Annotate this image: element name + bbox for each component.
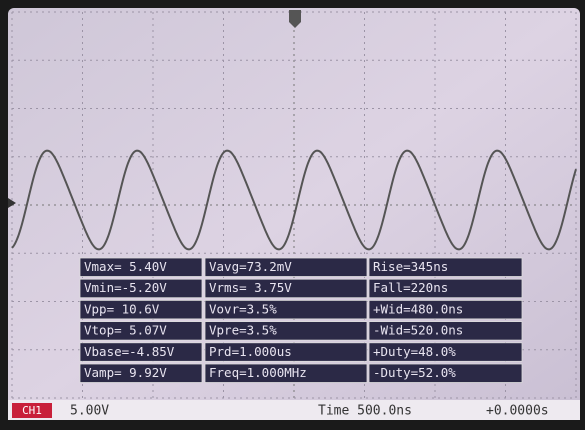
measurement-value: Freq=1.000MHz [209, 365, 307, 380]
measurement-value: Vamp= 9.92V [84, 365, 167, 380]
measurement-value: Prd=1.000us [209, 344, 292, 359]
measurement-value: +Duty=48.0% [373, 344, 456, 359]
measurement-value: Vbase=-4.85V [84, 344, 175, 359]
oscilloscope-screen: Vmax= 5.40V Vavg=73.2mV Rise=345ns Vmin=-5.… [0, 0, 585, 430]
measurement-value: Vtop= 5.07V [84, 323, 167, 338]
measurement-value: -Duty=52.0% [373, 365, 456, 380]
measurement-value: Fall=220ns [373, 280, 448, 295]
volts-per-div: 5.00V [70, 404, 109, 419]
channel-label: CH1 [22, 404, 42, 417]
measurement-value: Vpre=3.5% [209, 323, 277, 338]
measurement-value: +Wid=480.0ns [373, 301, 463, 316]
measurement-value: Vrms= 3.75V [209, 280, 292, 295]
time-per-div: Time 500.0ns [318, 404, 412, 419]
measurement-value: Vavg=73.2mV [209, 259, 292, 274]
measurement-value: Vmin=-5.20V [84, 280, 167, 295]
page: {"measurements": {"rows": [ ["Vmax= 5.40… [0, 0, 585, 430]
measurement-value: Vmax= 5.40V [84, 259, 167, 274]
measurement-value: Rise=345ns [373, 259, 448, 274]
measurement-value: Vpp= 10.6V [84, 301, 160, 316]
measurement-value: -Wid=520.0ns [373, 323, 463, 338]
measurement-value: Vovr=3.5% [209, 301, 277, 316]
time-offset: +0.0000s [486, 404, 549, 419]
